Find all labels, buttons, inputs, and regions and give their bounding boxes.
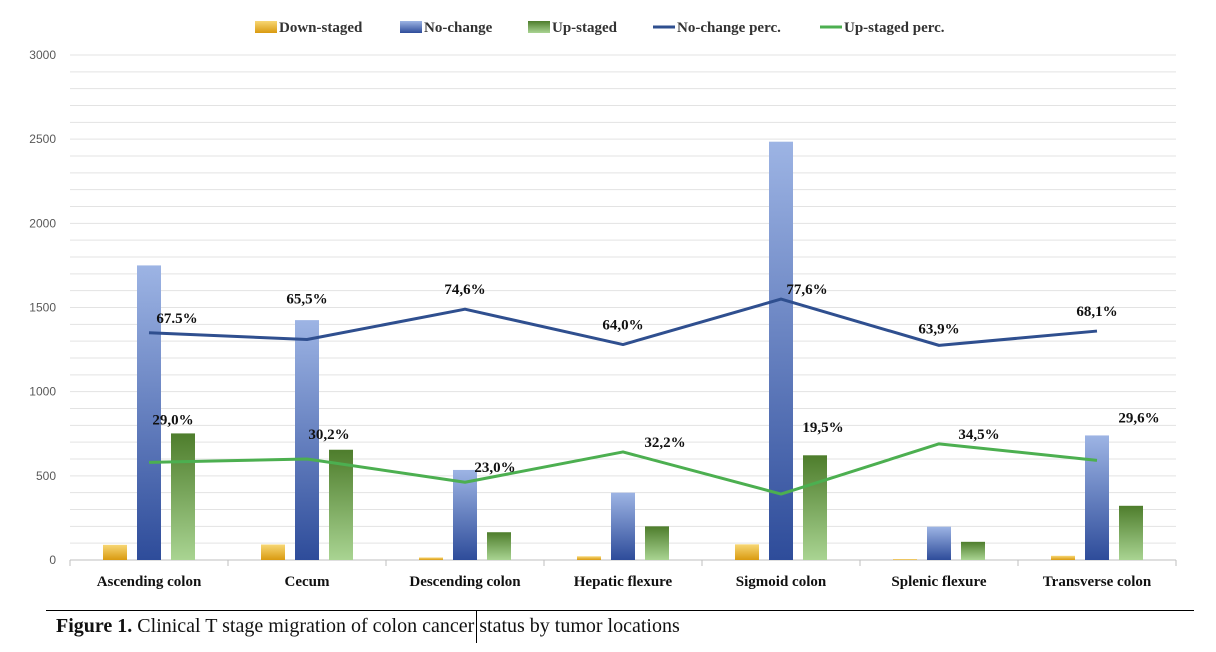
legend-swatch xyxy=(255,21,277,33)
data-label: 34,5% xyxy=(958,427,999,443)
chart: Down-staged No-change Up-staged No-change p… xyxy=(29,20,1177,590)
x-tick-label: Descending colon xyxy=(409,574,521,590)
bar-up-staged xyxy=(1119,505,1143,560)
y-tick-label: 1000 xyxy=(29,385,56,399)
legend-swatch xyxy=(528,21,550,33)
caption-text: Clinical T stage migration of colon canc… xyxy=(132,615,680,637)
data-label: 74,6% xyxy=(444,282,485,298)
data-label: 63,9% xyxy=(918,321,959,337)
bar-no-change xyxy=(137,265,161,560)
y-tick-label: 500 xyxy=(36,469,56,483)
y-tick-label: 2000 xyxy=(29,216,56,230)
legend-label: No-change xyxy=(424,20,493,36)
bar-up-staged xyxy=(961,541,985,560)
bar-no-change xyxy=(611,492,635,560)
bar-no-change xyxy=(1085,435,1109,560)
bar-down-staged xyxy=(1051,555,1075,560)
bar-no-change xyxy=(769,141,793,561)
legend-label: Up-staged perc. xyxy=(844,20,945,36)
bar-down-staged xyxy=(103,544,127,560)
bar-up-staged xyxy=(645,526,669,560)
legend-label: Down-staged xyxy=(279,20,363,36)
bar-up-staged xyxy=(803,455,827,560)
y-tick-label: 3000 xyxy=(29,48,56,62)
bar-up-staged xyxy=(171,433,195,560)
bars xyxy=(103,141,1143,561)
legend-label: No-change perc. xyxy=(677,20,781,36)
data-label: 65,5% xyxy=(286,291,327,307)
y-tick-label: 2500 xyxy=(29,132,56,146)
bar-up-staged xyxy=(487,532,511,560)
y-axis: 0 500 1000 1500 2000 2500 3000 xyxy=(29,48,56,567)
line-up-staged-perc xyxy=(148,442,1098,496)
bar-no-change xyxy=(295,320,319,560)
bar-down-staged xyxy=(261,544,285,560)
caption-rule xyxy=(46,610,1194,611)
gridlines xyxy=(69,54,1177,566)
data-label: 68,1% xyxy=(1076,304,1117,320)
bar-down-staged xyxy=(735,544,759,560)
bar-no-change xyxy=(453,469,477,560)
data-label: 23,0% xyxy=(474,460,515,476)
x-tick-label: Splenic flexure xyxy=(891,574,986,590)
data-label: 77,6% xyxy=(786,282,827,298)
line-no-change-perc xyxy=(148,297,1098,347)
bar-up-staged xyxy=(329,449,353,560)
bar-down-staged xyxy=(577,556,601,560)
series-lines xyxy=(148,297,1098,496)
bar-no-change xyxy=(927,526,951,560)
bar-down-staged xyxy=(419,557,443,560)
data-label: 29,0% xyxy=(152,412,193,428)
y-tick-label: 1500 xyxy=(29,301,56,315)
figure-caption: Figure 1. Clinical T stage migration of … xyxy=(56,615,680,638)
caption-label: Figure 1. xyxy=(56,615,133,637)
data-label: 67.5% xyxy=(156,311,197,327)
data-label: 30,2% xyxy=(308,427,349,443)
data-labels: 67.5% 65,5% 74,6% 64,0% 77,6% 63,9% 68,1% 29,0%… xyxy=(152,282,1159,476)
legend-label: Up-staged xyxy=(552,20,618,36)
x-tick-label: Ascending colon xyxy=(97,574,202,590)
bar-down-staged xyxy=(893,559,917,560)
y-tick-label: 0 xyxy=(49,553,56,567)
x-tick-label: Hepatic flexure xyxy=(574,574,673,590)
data-label: 32,2% xyxy=(644,435,685,451)
legend: Down-staged No-change Up-staged No-change p… xyxy=(255,20,945,36)
text-cursor xyxy=(476,611,477,643)
data-label: 64,0% xyxy=(602,318,643,334)
legend-swatch xyxy=(400,21,422,33)
x-tick-label: Sigmoid colon xyxy=(736,574,827,590)
data-label: 19,5% xyxy=(802,420,843,436)
x-tick-label: Cecum xyxy=(285,574,330,590)
data-label: 29,6% xyxy=(1118,410,1159,426)
x-tick-label: Transverse colon xyxy=(1043,574,1152,590)
x-axis: Ascending colon Cecum Descending colon Hepa… xyxy=(97,574,1152,590)
